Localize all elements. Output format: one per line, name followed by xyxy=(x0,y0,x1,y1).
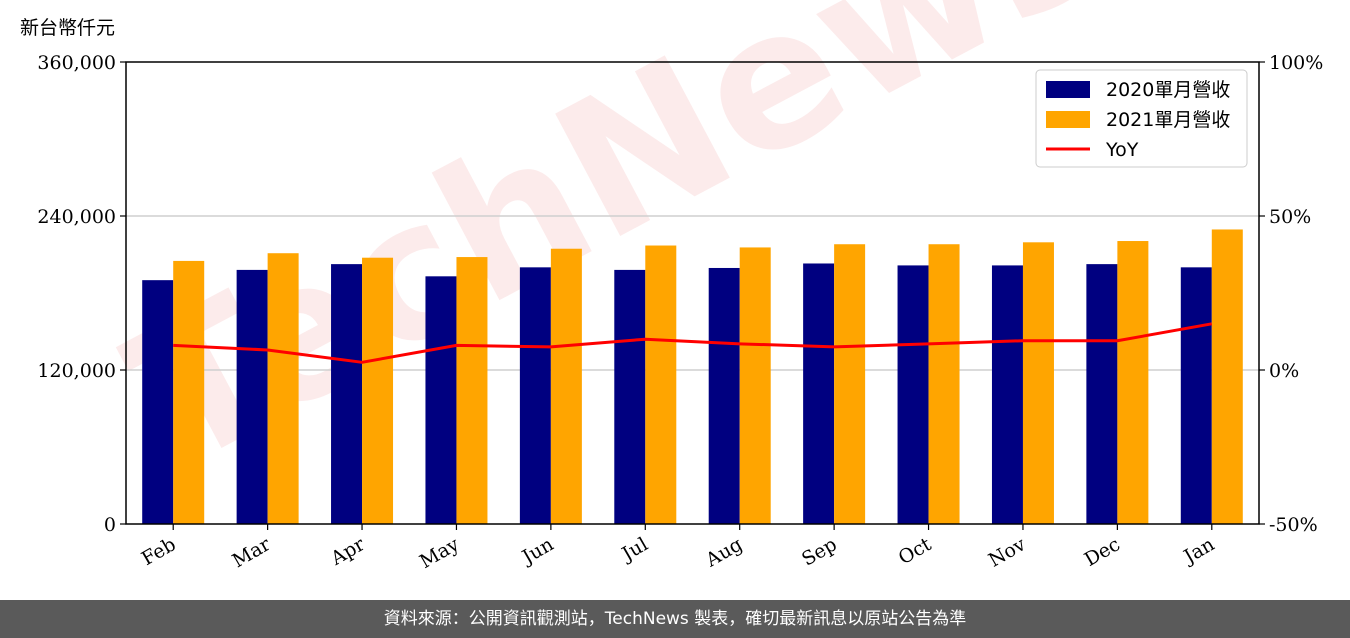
bar-series-2020 xyxy=(519,267,551,524)
x-tick-label: Mar xyxy=(229,533,275,572)
bar-series-2021 xyxy=(173,260,205,524)
y2-tick-label: 50% xyxy=(1269,206,1311,228)
bar-series-2021 xyxy=(1211,229,1243,524)
bar-series-2020 xyxy=(897,265,929,524)
y2-tick-label: 0% xyxy=(1269,360,1299,382)
bar-series-2021 xyxy=(1022,242,1054,524)
y-tick-label: 0 xyxy=(104,514,116,536)
bar-series-2020 xyxy=(1086,264,1118,524)
bar-series-2020 xyxy=(331,264,363,524)
y-tick-label: 120,000 xyxy=(37,360,116,382)
bar-series-2020 xyxy=(236,269,268,524)
bar-series-2020 xyxy=(803,263,835,524)
x-tick-label: Nov xyxy=(985,533,1030,572)
bar-series-2020 xyxy=(142,280,174,524)
legend: 2020單月營收 2021單月營收 YoY xyxy=(1035,69,1248,168)
bar-series-2020 xyxy=(614,269,646,524)
bar-series-2021 xyxy=(1117,241,1149,524)
y-tick-label: 360,000 xyxy=(37,52,116,74)
y2-tick-label: -50% xyxy=(1269,514,1318,536)
bar-series-2021 xyxy=(550,248,582,524)
y-tick-label: 240,000 xyxy=(37,206,116,228)
unit-label: 新台幣仟元 xyxy=(20,17,115,39)
legend-swatch xyxy=(1046,111,1090,128)
bar-series-2020 xyxy=(425,276,457,524)
y-axis-right: -50% 0% 50% 100% xyxy=(1259,52,1323,536)
x-tick-label: Jan xyxy=(1179,533,1219,569)
x-tick-label: Apr xyxy=(326,533,369,570)
bar-series-2021 xyxy=(645,245,677,524)
plot-frame xyxy=(125,61,1260,525)
x-tick-label: Dec xyxy=(1081,533,1124,571)
x-axis: Feb Mar Apr May Jun Jul Aug Sep Oct Nov Dec Jan xyxy=(138,524,1218,573)
bar-series-2021 xyxy=(739,247,771,525)
x-tick-label: Oct xyxy=(895,533,936,569)
bar-series-2020 xyxy=(991,265,1023,524)
yoy-line-group xyxy=(173,322,1213,364)
x-tick-label: Jun xyxy=(517,533,558,569)
y2-tick-label: 100% xyxy=(1269,52,1323,74)
bar-series-2021 xyxy=(834,244,866,524)
legend-label: 2020單月營收 xyxy=(1106,79,1230,101)
legend-label: YoY xyxy=(1105,139,1139,161)
x-tick-label: Sep xyxy=(798,533,841,570)
x-tick-label: Aug xyxy=(701,533,746,572)
bar-series-2020 xyxy=(708,267,740,524)
x-tick-label: Feb xyxy=(138,533,180,570)
y-axis-left: 0 120,000 240,000 360,000 xyxy=(37,52,126,536)
bar-series-2021 xyxy=(456,257,488,524)
bar-series-2021 xyxy=(362,257,394,524)
yoy-line xyxy=(173,322,1213,364)
x-tick-label: Jul xyxy=(617,533,652,566)
bars xyxy=(142,229,1243,525)
legend-label: 2021單月營收 xyxy=(1106,109,1230,131)
x-tick-label: May xyxy=(416,533,463,573)
gridlines xyxy=(126,215,1259,371)
bar-series-2021 xyxy=(928,244,960,524)
source-footer: 資料來源：公開資訊觀測站，TechNews 製表，確切最新訊息以原站公告為準 xyxy=(0,600,1350,638)
legend-swatch xyxy=(1046,81,1090,98)
bar-series-2021 xyxy=(267,253,299,524)
bar-series-2020 xyxy=(1180,267,1212,524)
